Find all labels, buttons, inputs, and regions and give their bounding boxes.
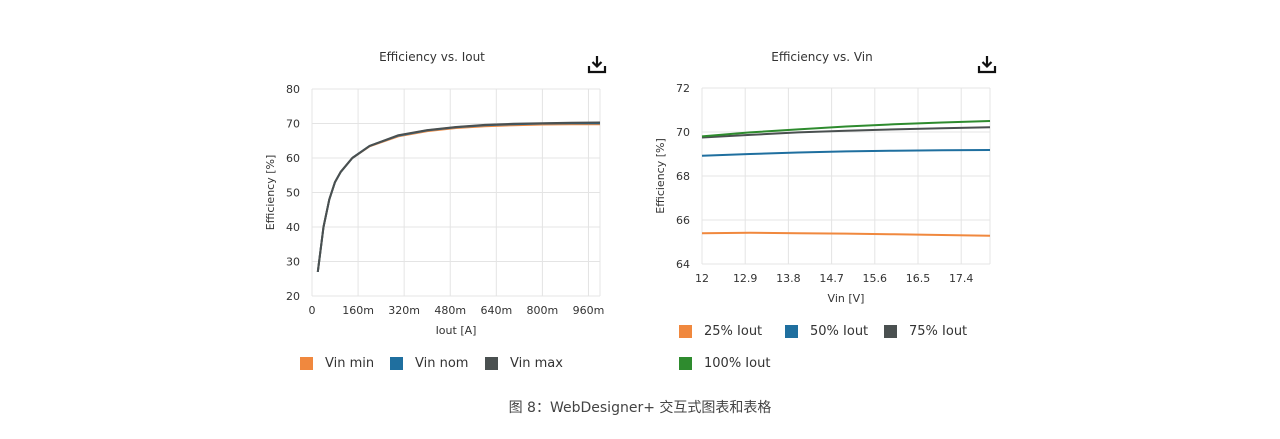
legend-swatch xyxy=(884,325,897,338)
legend-label: 50% Iout xyxy=(810,324,869,339)
y-tick-label: 72 xyxy=(676,82,690,95)
y-tick-label: 68 xyxy=(676,170,690,183)
figure-caption: 图 8：WebDesigner+ 交互式图表和表格 xyxy=(508,400,772,416)
x-tick-label: 12.9 xyxy=(733,272,758,285)
legend-label: 75% Iout xyxy=(909,324,968,339)
legend-item-75[interactable]: 75% Iout xyxy=(884,324,967,339)
x-tick-label: 13.8 xyxy=(776,272,801,285)
legend-item-vin-nom[interactable]: Vin nom xyxy=(390,356,468,371)
legend-swatch xyxy=(785,325,798,338)
series-line-vin-nom xyxy=(316,122,600,273)
legend-item-100[interactable]: 100% Iout xyxy=(679,356,770,371)
series-line-50-iout xyxy=(701,149,991,157)
legend-item-50[interactable]: 50% Iout xyxy=(785,324,868,339)
y-tick-label: 60 xyxy=(286,152,300,165)
x-tick-label: 800m xyxy=(527,304,559,317)
y-tick-label: 40 xyxy=(286,221,300,234)
x-tick-label: 640m xyxy=(480,304,512,317)
x-tick-label: 480m xyxy=(434,304,466,317)
legend-label: Vin min xyxy=(325,356,375,371)
x-tick-label: 17.4 xyxy=(949,272,974,285)
y-tick-label: 70 xyxy=(676,126,690,139)
legend-swatch xyxy=(679,325,692,338)
x-tick-label: 160m xyxy=(342,304,374,317)
x-tick-label: 12 xyxy=(695,272,709,285)
y-tick-label: 30 xyxy=(286,256,300,269)
x-tick-label: 320m xyxy=(388,304,420,317)
y-axis-label: Efficiency [%] xyxy=(264,155,277,231)
series-line-25-iout xyxy=(701,231,991,237)
x-tick-label: 0 xyxy=(309,304,316,317)
legend-swatch xyxy=(390,357,403,370)
x-tick-label: 15.6 xyxy=(863,272,888,285)
legend-label: Vin nom xyxy=(415,356,469,371)
y-tick-label: 20 xyxy=(286,290,300,303)
legend-item-vin-max[interactable]: Vin max xyxy=(485,356,563,371)
legend-item-vin-min[interactable]: Vin min xyxy=(300,356,374,371)
y-tick-label: 50 xyxy=(286,187,300,200)
legend-item-25[interactable]: 25% Iout xyxy=(679,324,762,339)
legend-swatch xyxy=(485,357,498,370)
download-icon[interactable] xyxy=(587,54,607,74)
chart-title: Efficiency vs. Vin xyxy=(771,50,872,64)
legend-label: Vin max xyxy=(510,356,563,371)
x-axis-label: Vin [V] xyxy=(828,292,865,305)
legend-swatch xyxy=(679,357,692,370)
y-tick-label: 80 xyxy=(286,83,300,96)
series-line-75-iout xyxy=(701,126,991,139)
legend-swatch xyxy=(300,357,313,370)
legend-label: 100% Iout xyxy=(704,356,771,371)
x-tick-label: 16.5 xyxy=(906,272,931,285)
download-icon[interactable] xyxy=(977,54,997,74)
x-tick-label: 14.7 xyxy=(819,272,844,285)
y-tick-label: 64 xyxy=(676,258,690,271)
legend-label: 25% Iout xyxy=(704,324,763,339)
series-line-vin-max xyxy=(316,121,601,273)
y-axis-label: Efficiency [%] xyxy=(654,138,667,214)
series-line-vin-min xyxy=(316,123,600,273)
series-line-100-iout xyxy=(701,120,991,138)
y-tick-label: 70 xyxy=(286,118,300,131)
y-tick-label: 66 xyxy=(676,214,690,227)
x-tick-label: 960m xyxy=(573,304,605,317)
chart-title: Efficiency vs. Iout xyxy=(379,50,485,64)
x-axis-label: Iout [A] xyxy=(436,324,477,337)
